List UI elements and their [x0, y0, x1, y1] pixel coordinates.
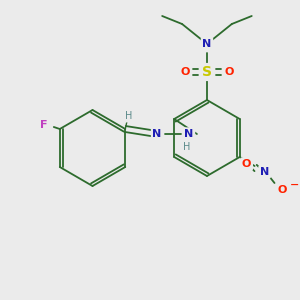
Text: F: F [40, 120, 48, 130]
Text: N: N [184, 129, 194, 139]
Text: −: − [290, 180, 299, 190]
Text: S: S [202, 65, 212, 79]
Text: O: O [278, 185, 287, 195]
Text: N: N [152, 129, 162, 139]
Text: N: N [202, 39, 212, 49]
Text: N: N [260, 167, 269, 177]
Text: H: H [183, 142, 190, 152]
Text: H: H [124, 111, 132, 121]
Text: O: O [180, 67, 190, 77]
Text: O: O [242, 159, 251, 169]
Text: O: O [224, 67, 233, 77]
